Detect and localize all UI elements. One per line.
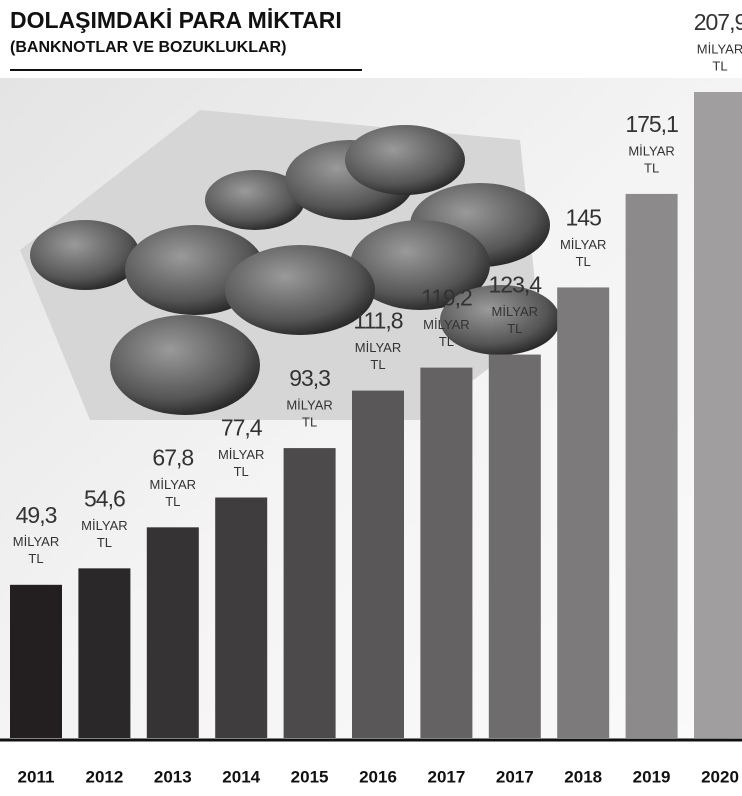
bar xyxy=(147,527,199,738)
bar xyxy=(420,368,472,738)
bar xyxy=(694,92,742,738)
unit-label: MİLYAR xyxy=(13,534,59,549)
unit-label: MİLYAR xyxy=(560,237,606,252)
x-tick-label: 2013 xyxy=(154,767,192,786)
unit-label: MİLYAR xyxy=(697,41,742,56)
bar xyxy=(557,287,609,738)
unit-label: TL xyxy=(302,415,317,430)
x-tick-label: 2017 xyxy=(427,767,465,786)
x-tick-label: 2020 xyxy=(701,767,739,786)
bar xyxy=(626,194,678,738)
value-label: 123,4 xyxy=(489,272,543,298)
unit-label: MİLYAR xyxy=(628,143,674,158)
x-tick-label: 2018 xyxy=(564,767,602,786)
bar xyxy=(78,568,130,738)
chart-subtitle: (BANKNOTLAR VE BOZUKLUKLAR) xyxy=(10,39,286,56)
unit-label: TL xyxy=(28,551,43,566)
x-tick-label: 2016 xyxy=(359,767,397,786)
unit-label: TL xyxy=(712,58,727,73)
x-tick-label: 2014 xyxy=(222,767,260,786)
x-tick-label: 2017 xyxy=(496,767,534,786)
value-label: 111,8 xyxy=(353,308,402,334)
bar xyxy=(352,391,404,738)
value-label: 49,3 xyxy=(16,502,57,528)
bar xyxy=(284,448,336,738)
unit-label: TL xyxy=(507,321,522,336)
unit-label: TL xyxy=(234,464,249,479)
unit-label: MİLYAR xyxy=(492,304,538,319)
value-label: 67,8 xyxy=(152,444,193,470)
unit-label: TL xyxy=(370,357,385,372)
unit-label: MİLYAR xyxy=(218,447,264,462)
value-label: 54,6 xyxy=(84,485,125,511)
x-tick-label: 2015 xyxy=(291,767,329,786)
bar xyxy=(215,497,267,738)
value-label: 145 xyxy=(566,205,602,231)
unit-label: MİLYAR xyxy=(286,398,332,413)
unit-label: MİLYAR xyxy=(355,340,401,355)
x-tick-label: 2011 xyxy=(18,767,55,786)
unit-label: MİLYAR xyxy=(150,477,196,492)
value-label: 119,2 xyxy=(421,285,472,311)
x-tick-label: 2019 xyxy=(633,767,671,786)
unit-label: TL xyxy=(644,160,659,175)
unit-label: TL xyxy=(439,334,454,349)
unit-label: MİLYAR xyxy=(81,518,127,533)
bar xyxy=(10,585,62,738)
value-label: 175,1 xyxy=(625,111,678,137)
unit-label: MİLYAR xyxy=(423,317,469,332)
bar xyxy=(489,355,541,738)
value-label: 77,4 xyxy=(221,415,263,441)
chart: DOLAŞIMDAKİ PARA MİKTARI (BANKNOTLAR VE … xyxy=(0,0,742,796)
x-tick-label: 2012 xyxy=(85,767,123,786)
value-label: 93,3 xyxy=(289,365,330,391)
unit-label: TL xyxy=(165,494,180,509)
chart-title: DOLAŞIMDAKİ PARA MİKTARI xyxy=(10,7,342,33)
unit-label: TL xyxy=(576,254,591,269)
unit-label: TL xyxy=(97,535,112,550)
value-label: 207,9 xyxy=(694,9,742,35)
